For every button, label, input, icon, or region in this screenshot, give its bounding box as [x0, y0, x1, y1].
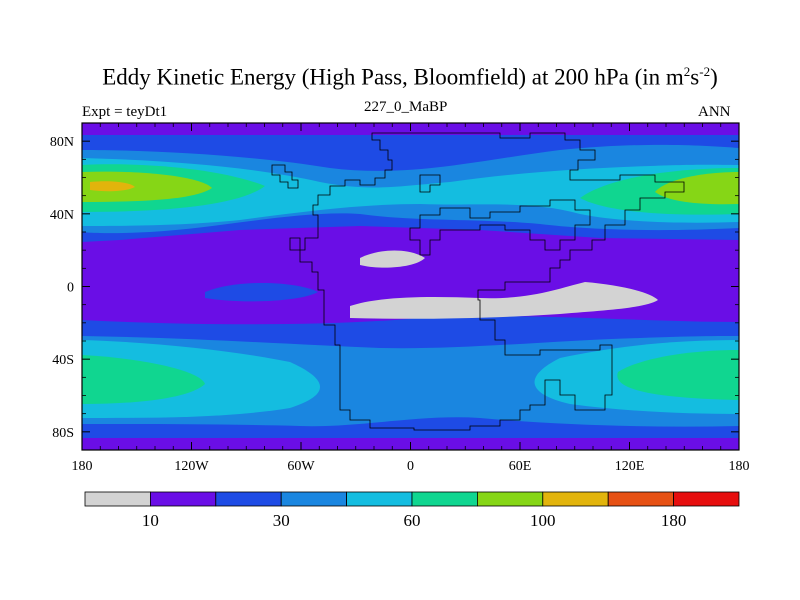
colorbar-box — [149, 491, 217, 507]
field-band-south-l5-east — [617, 350, 739, 400]
x-tick-label: 0 — [407, 459, 414, 474]
colorbar-box — [476, 491, 544, 507]
colorbar: 10 30 60 100 180 — [84, 491, 740, 530]
colorbar-label: 100 — [530, 511, 556, 530]
chart-title: Eddy Kinetic Energy (High Pass, Bloomfie… — [102, 64, 718, 90]
field-band-equatorial-blob — [205, 282, 318, 302]
x-tick-label: 180 — [729, 459, 750, 474]
x-tick-label: 180 — [72, 459, 93, 474]
colorbar-box — [411, 491, 478, 507]
colorbar-label: 180 — [661, 511, 687, 530]
colorbar-box — [84, 491, 151, 507]
land-outline-greenland — [271, 164, 299, 189]
land-outline-europe — [419, 174, 441, 193]
season-label: ANN — [698, 104, 731, 120]
land-outline-north — [289, 132, 685, 431]
field-band-south-l5-west — [82, 355, 205, 404]
land-outline-inner — [409, 199, 591, 256]
field-band-north-l7 — [90, 181, 135, 192]
y-tick-label: 80N — [50, 135, 74, 150]
y-tick-label: 0 — [67, 281, 74, 296]
colorbar-box — [673, 491, 740, 507]
field-band-north-l6-east — [655, 172, 739, 205]
colorbar-box — [346, 491, 413, 507]
colorbar-label: 30 — [273, 511, 290, 530]
x-axis: 180 120W 60W 0 60E 120E 180 — [72, 123, 750, 474]
x-tick-label: 60W — [287, 459, 315, 474]
colorbar-box — [280, 491, 348, 507]
field-band-north-l6-west — [82, 171, 212, 202]
y-tick-label: 40S — [52, 353, 74, 368]
colorbar-box — [215, 491, 282, 507]
x-tick-label: 120E — [615, 459, 645, 474]
experiment-label: Expt = teyDt1 — [82, 104, 168, 120]
map-field — [82, 123, 739, 450]
colorbar-label: 60 — [404, 511, 421, 530]
colorbar-box — [542, 491, 609, 507]
y-axis: 80N 40N 0 40S 80S — [50, 122, 739, 451]
field-band-low-2 — [350, 282, 658, 319]
y-tick-label: 40N — [50, 208, 74, 223]
colorbar-label: 10 — [142, 511, 159, 530]
field-band-low-1 — [360, 250, 425, 268]
x-tick-label: 120W — [174, 459, 209, 474]
x-tick-label: 60E — [509, 459, 532, 474]
case-label: 227_0_MaBP — [364, 99, 448, 115]
colorbar-box — [607, 491, 675, 507]
y-tick-label: 80S — [52, 426, 74, 441]
